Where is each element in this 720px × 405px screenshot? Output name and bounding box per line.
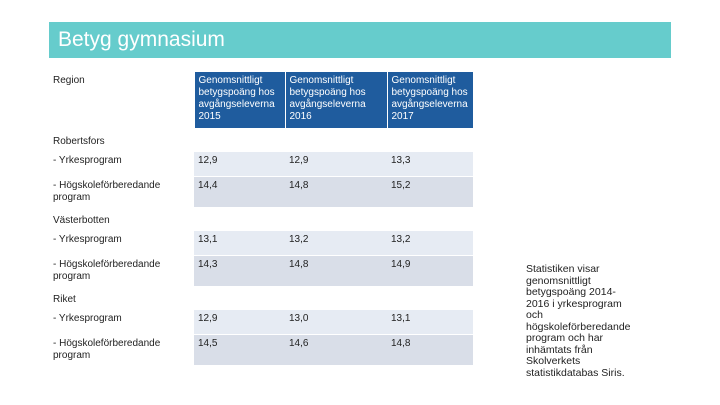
grades-table: Region Genomsnittligt betygspoäng hos av…	[49, 72, 474, 365]
table-cell: 13,0	[285, 309, 387, 335]
column-header-2017: Genomsnittligt betygspoäng hos avgångsel…	[387, 72, 474, 128]
table-cell: 12,9	[194, 151, 285, 177]
table-header-row: Region Genomsnittligt betygspoäng hos av…	[49, 72, 474, 128]
column-header-region: Region	[49, 72, 195, 128]
table-cell: 13,3	[387, 151, 473, 177]
table-row: - Yrkesprogram 12,9 12,9 13,3	[49, 151, 473, 177]
region-row-robertsfors: Robertsfors	[49, 128, 473, 152]
table-cell: 14,4	[194, 176, 285, 207]
table-cell: 14,9	[387, 255, 473, 286]
region-row-vasterbotten: Västerbotten	[49, 207, 473, 231]
row-label: - Högskoleförberedande program	[49, 255, 194, 286]
source-note: Statistiken visar genomsnittligt betygsp…	[526, 263, 631, 379]
table-row: - Högskoleförberedande program 14,4 14,8…	[49, 176, 473, 207]
region-row-riket: Riket	[49, 286, 473, 310]
table-cell: 13,1	[387, 309, 473, 335]
row-label: - Yrkesprogram	[49, 230, 194, 256]
table-cell: 13,2	[387, 230, 473, 256]
row-label: - Yrkesprogram	[49, 309, 194, 335]
title-bar: Betyg gymnasium	[49, 22, 671, 58]
table-row: - Högskoleförberedande program 14,5 14,6…	[49, 334, 473, 365]
table-cell: 13,2	[285, 230, 387, 256]
row-label: - Högskoleförberedande program	[49, 176, 194, 207]
region-label: Västerbotten	[53, 215, 110, 226]
table-cell: 14,3	[194, 255, 285, 286]
table-cell: 14,8	[285, 176, 387, 207]
region-label: Robertsfors	[53, 136, 105, 147]
table-row: - Yrkesprogram 13,1 13,2 13,2	[49, 230, 473, 256]
table-row: - Yrkesprogram 12,9 13,0 13,1	[49, 309, 473, 335]
page-title: Betyg gymnasium	[58, 28, 225, 51]
table-cell: 13,1	[194, 230, 285, 256]
table-cell: 15,2	[387, 176, 473, 207]
table-cell: 14,5	[194, 334, 285, 365]
row-label: - Högskoleförberedande program	[49, 334, 194, 365]
row-label: - Yrkesprogram	[49, 151, 194, 177]
column-header-2016: Genomsnittligt betygspoäng hos avgångsel…	[285, 72, 388, 128]
table-cell: 14,6	[285, 334, 387, 365]
table-row: - Högskoleförberedande program 14,3 14,8…	[49, 255, 473, 286]
table-cell: 14,8	[285, 255, 387, 286]
column-header-2015: Genomsnittligt betygspoäng hos avgångsel…	[194, 72, 286, 128]
table-cell: 12,9	[194, 309, 285, 335]
region-label: Riket	[53, 294, 76, 305]
table-cell: 12,9	[285, 151, 387, 177]
table-cell: 14,8	[387, 334, 473, 365]
